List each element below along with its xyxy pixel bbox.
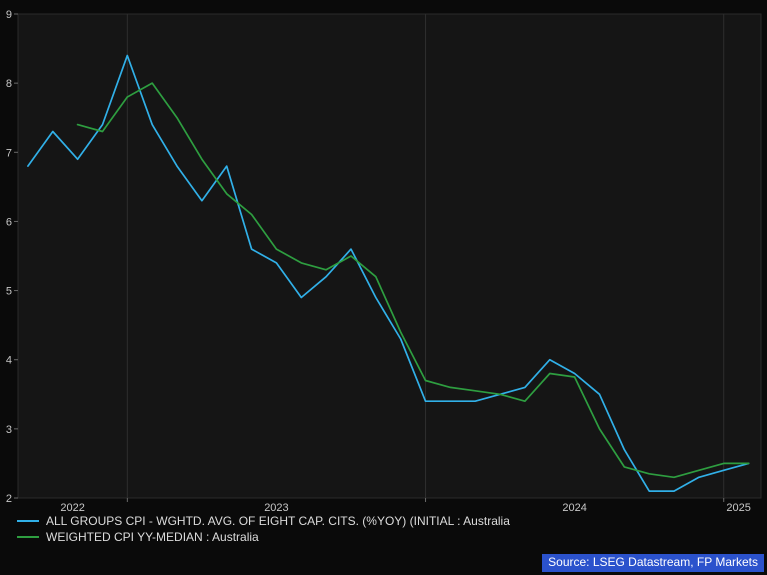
x-tick-label: 2024: [562, 502, 586, 513]
green-line-swatch: [17, 536, 39, 538]
all-groups-cpi-line: [27, 54, 750, 492]
y-tick-label: 8: [6, 78, 12, 90]
weighted-median-cpi-line: [76, 82, 750, 479]
legend-label-weighted-median-cpi: WEIGHTED CPI YY-MEDIAN : Australia: [46, 530, 259, 544]
x-tick-label: 2023: [264, 502, 288, 513]
y-tick-label: 7: [6, 147, 12, 159]
plot-area: [17, 13, 762, 499]
y-tick-label: 6: [6, 216, 12, 228]
y-tick-label: 9: [6, 9, 12, 21]
cpi-line-chart: 2 3 4 5 6 7 8 9 2022 2023 2024 2025: [6, 9, 762, 513]
chart-legend: ALL GROUPS CPI - WGHTD. AVG. OF EIGHT CA…: [0, 513, 767, 545]
legend-item-weighted-median-cpi: WEIGHTED CPI YY-MEDIAN : Australia: [17, 529, 767, 545]
chart-area: 2 3 4 5 6 7 8 9 2022 2023 2024 2025: [6, 9, 762, 513]
legend-label-all-groups-cpi: ALL GROUPS CPI - WGHTD. AVG. OF EIGHT CA…: [46, 514, 510, 528]
y-tick-label: 4: [6, 355, 12, 367]
x-tick-label: 2022: [60, 502, 84, 513]
y-tick-label: 3: [6, 424, 12, 436]
blue-line-swatch: [17, 520, 39, 522]
source-attribution: Source: LSEG Datastream, FP Markets: [542, 554, 764, 572]
source-row: Source: LSEG Datastream, FP Markets: [0, 545, 767, 575]
y-tick-label: 2: [6, 493, 12, 505]
y-tick-label: 5: [6, 286, 12, 298]
x-tick-label: 2025: [726, 502, 750, 513]
legend-item-all-groups-cpi: ALL GROUPS CPI - WGHTD. AVG. OF EIGHT CA…: [17, 513, 767, 529]
